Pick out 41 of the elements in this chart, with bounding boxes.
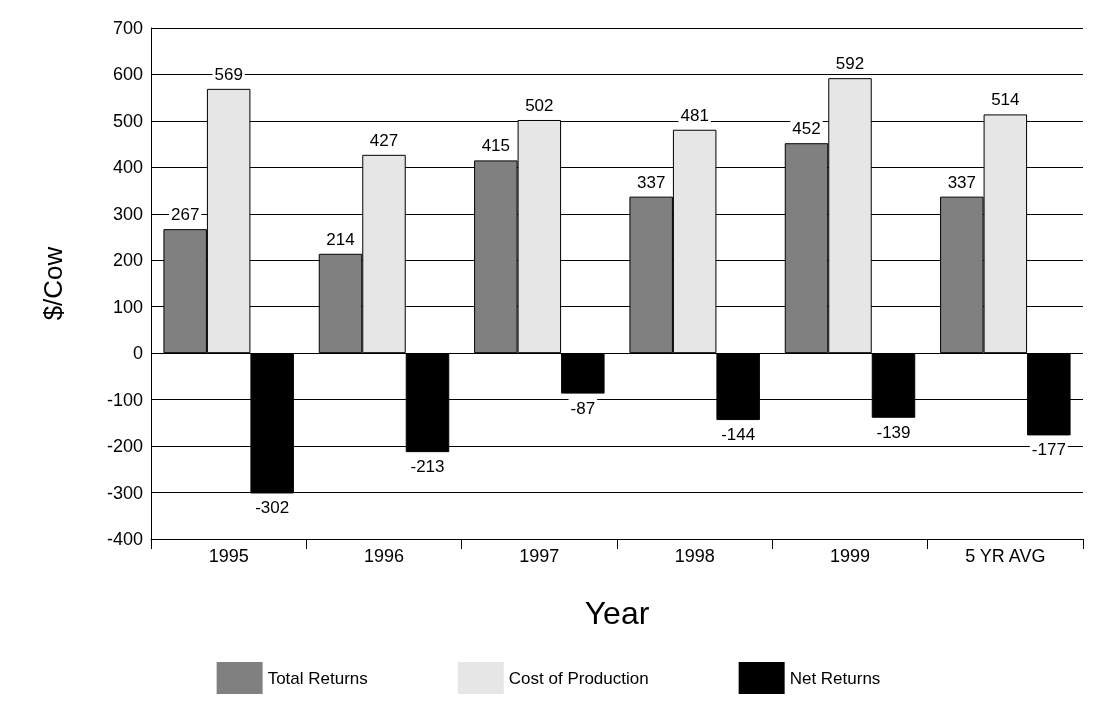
y-tick-label: -400 <box>106 529 143 549</box>
y-tick-label: -200 <box>106 436 143 457</box>
data-label: 481 <box>680 105 709 125</box>
x-tick-label: 1999 <box>829 546 871 566</box>
y-tick-label: -300 <box>106 482 143 503</box>
data-label: -87 <box>570 398 596 418</box>
legend-label: Cost of Production <box>508 668 649 688</box>
y-tick-label: 100 <box>112 296 143 317</box>
data-label: 337 <box>947 172 977 192</box>
legend-label: Total Returns <box>267 668 368 688</box>
y-tick-label: 700 <box>112 18 143 38</box>
data-label: 415 <box>481 136 511 156</box>
x-tick-label: 1995 <box>208 546 249 566</box>
data-label: 514 <box>991 90 1020 110</box>
x-tick-label: 1996 <box>363 546 405 566</box>
data-label: -302 <box>255 498 290 518</box>
y-tick-label: 400 <box>112 157 143 178</box>
data-label: 502 <box>525 95 554 115</box>
data-label: -177 <box>1031 440 1066 460</box>
y-tick-label: 300 <box>112 203 143 224</box>
x-tick-label: 1998 <box>674 546 715 566</box>
x-tick-label: 5 YR AVG <box>965 546 1046 566</box>
data-label: 214 <box>326 229 355 249</box>
y-tick-label: 0 <box>132 343 143 364</box>
y-axis-title: $/Cow <box>38 246 68 321</box>
data-label: -139 <box>876 422 911 442</box>
x-axis-title: Year <box>584 595 650 631</box>
data-label: 267 <box>170 205 200 225</box>
y-tick-label: 500 <box>112 110 143 131</box>
x-tick-label: 1997 <box>519 546 560 566</box>
data-label: -213 <box>410 457 445 477</box>
legend-label: Net Returns <box>789 668 881 688</box>
y-tick-label: -100 <box>106 389 143 410</box>
y-tick-label: 200 <box>112 250 143 271</box>
data-label: 452 <box>792 119 821 139</box>
data-label: 337 <box>636 172 666 192</box>
data-label: 427 <box>369 130 399 150</box>
data-label: -144 <box>721 425 756 445</box>
data-label: 592 <box>835 54 865 74</box>
data-label: 569 <box>214 64 243 84</box>
y-tick-label: 600 <box>112 64 143 85</box>
